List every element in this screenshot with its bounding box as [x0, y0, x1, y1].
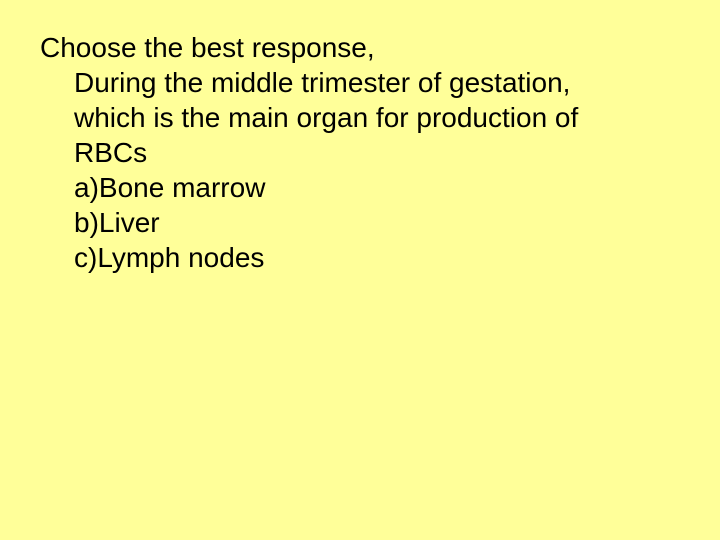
option-a-label: a): [74, 172, 99, 203]
slide-container: Choose the best response, During the mid…: [0, 0, 720, 540]
option-b: b)Liver: [40, 205, 680, 240]
question-body-line-2: which is the main organ for production o…: [40, 100, 680, 135]
option-a-text: Bone marrow: [99, 172, 266, 203]
question-body-line-1: During the middle trimester of gestation…: [40, 65, 680, 100]
question-body-line-3: RBCs: [40, 135, 680, 170]
option-c-label: c): [74, 242, 97, 273]
option-b-text: Liver: [99, 207, 160, 238]
option-c: c)Lymph nodes: [40, 240, 680, 275]
question-lead: Choose the best response,: [40, 30, 680, 65]
option-c-text: Lymph nodes: [97, 242, 264, 273]
option-a: a)Bone marrow: [40, 170, 680, 205]
option-b-label: b): [74, 207, 99, 238]
